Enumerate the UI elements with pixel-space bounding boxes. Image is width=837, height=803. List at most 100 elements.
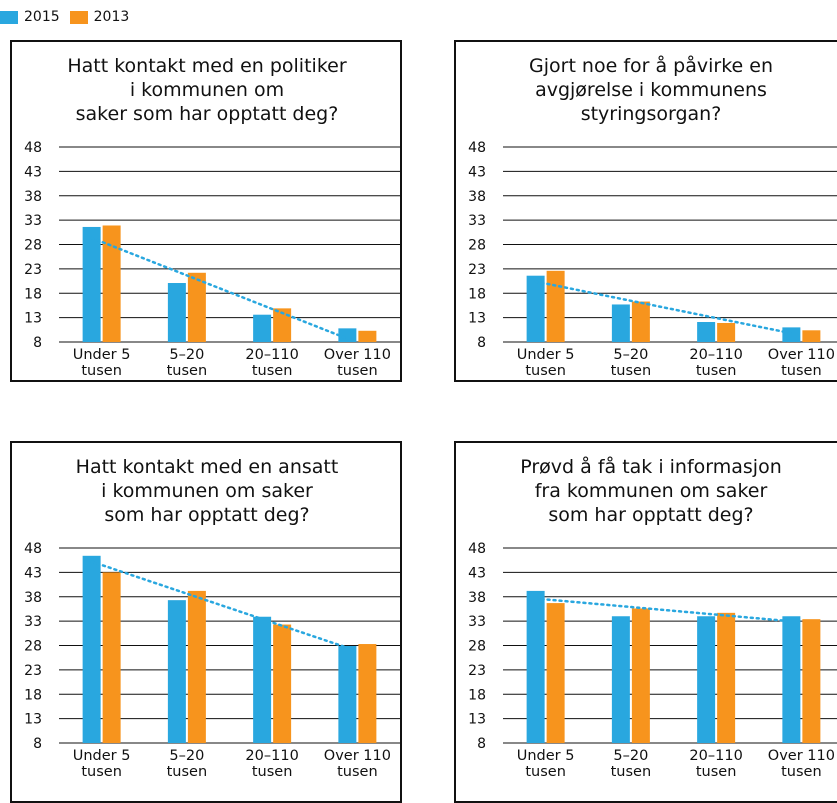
bar-2015 <box>526 275 545 342</box>
bar-2015 <box>697 616 716 743</box>
x-category-label: 20–110 <box>245 748 298 764</box>
chart-title-line: Hatt kontakt med en ansatt <box>76 456 339 478</box>
x-category-label: 5–20 <box>169 347 204 363</box>
y-tick-label: 18 <box>24 286 42 302</box>
y-tick-label: 28 <box>24 639 42 655</box>
legend-label-2013: 2013 <box>93 9 130 25</box>
x-category-label: tusen <box>81 764 122 780</box>
y-tick-label: 18 <box>24 687 42 703</box>
x-category-label: tusen <box>337 363 378 379</box>
y-tick-label: 43 <box>468 164 486 180</box>
x-category-label: tusen <box>525 363 566 379</box>
x-category-label: Over 110 <box>768 347 835 363</box>
y-tick-label: 43 <box>24 164 42 180</box>
legend-item-2013: 2013 <box>69 9 130 25</box>
y-tick-label: 18 <box>468 286 486 302</box>
x-category-label: tusen <box>525 764 566 780</box>
bar-2015 <box>82 555 101 743</box>
bar-2013 <box>802 330 821 342</box>
x-category-label: tusen <box>167 764 208 780</box>
y-tick-label: 38 <box>24 590 42 606</box>
chart-title-line: som har opptatt deg? <box>104 504 309 526</box>
y-tick-label: 33 <box>24 614 42 630</box>
bar-2015 <box>526 590 545 743</box>
legend: 2015 2013 <box>0 8 139 26</box>
bar-2015 <box>253 314 272 342</box>
legend-item-2015: 2015 <box>0 9 60 25</box>
y-tick-label: 33 <box>468 614 486 630</box>
bar-2015 <box>611 304 630 342</box>
chart-title-line: Gjort noe for å påvirke en <box>529 54 773 77</box>
x-category-label: Under 5 <box>517 347 575 363</box>
bar-2013 <box>802 619 821 743</box>
y-tick-label: 33 <box>468 213 486 229</box>
bar-2015 <box>697 322 716 342</box>
bar-2013 <box>358 330 377 342</box>
bar-2015 <box>611 616 630 743</box>
x-category-label: Under 5 <box>73 347 131 363</box>
bar-2015 <box>338 328 357 342</box>
chart-title-line: i kommunen om <box>130 79 284 101</box>
x-category-label: tusen <box>611 363 652 379</box>
bar-2013 <box>546 603 565 743</box>
x-category-label: tusen <box>337 764 378 780</box>
x-category-label: tusen <box>167 363 208 379</box>
y-tick-label: 28 <box>24 238 42 254</box>
y-tick-label: 48 <box>468 541 486 557</box>
x-category-label: tusen <box>252 363 293 379</box>
y-tick-label: 48 <box>468 140 486 156</box>
x-category-label: tusen <box>781 764 822 780</box>
x-category-label: 5–20 <box>613 748 648 764</box>
bar-2013 <box>546 270 565 342</box>
x-category-label: tusen <box>696 363 737 379</box>
chart-title-line: Prøvd å få tak i informasjon <box>520 455 782 478</box>
bar-2013 <box>631 608 650 743</box>
x-category-label: Over 110 <box>768 748 835 764</box>
y-tick-label: 23 <box>468 663 486 679</box>
legend-swatch-2013 <box>69 10 88 24</box>
y-tick-label: 13 <box>468 712 486 728</box>
y-tick-label: 13 <box>24 712 42 728</box>
y-tick-label: 43 <box>24 565 42 581</box>
bar-2015 <box>253 616 272 743</box>
bar-2013 <box>273 624 292 743</box>
trendline <box>90 236 349 340</box>
x-category-label: 20–110 <box>245 347 298 363</box>
chart-title-line: Hatt kontakt med en politiker <box>67 55 347 77</box>
trendline <box>90 560 349 649</box>
y-tick-label: 23 <box>24 262 42 278</box>
y-tick-label: 38 <box>468 189 486 205</box>
y-tick-label: 13 <box>468 311 486 327</box>
y-tick-label: 8 <box>477 736 486 752</box>
x-category-label: tusen <box>252 764 293 780</box>
bar-2013 <box>358 644 377 743</box>
bar-2013 <box>102 225 121 342</box>
bar-2013 <box>273 308 292 342</box>
trendline <box>534 597 793 623</box>
y-tick-label: 33 <box>24 213 42 229</box>
y-tick-label: 38 <box>24 189 42 205</box>
y-tick-label: 23 <box>24 663 42 679</box>
chart-panel-information-request: Prøvd å få tak i informasjon fra kommunen… <box>454 441 837 803</box>
x-category-label: Under 5 <box>73 748 131 764</box>
legend-swatch-2015 <box>0 10 18 24</box>
x-category-label: 20–110 <box>689 748 742 764</box>
legend-label-2015: 2015 <box>24 9 60 25</box>
y-tick-label: 38 <box>468 590 486 606</box>
x-category-label: tusen <box>781 363 822 379</box>
bar-2015 <box>338 645 357 743</box>
chart-title-line: i kommunen om saker <box>101 480 313 502</box>
bar-2013 <box>631 301 650 342</box>
chart-panel-influence-decision: Gjort noe for å påvirke en avgjørelse i k… <box>454 40 837 382</box>
bar-2013 <box>717 322 736 342</box>
bar-2013 <box>187 272 206 342</box>
y-tick-label: 23 <box>468 262 486 278</box>
bar-2015 <box>82 226 101 342</box>
x-category-label: 5–20 <box>613 347 648 363</box>
chart-title-line: avgjørelse i kommunens <box>535 79 767 101</box>
y-tick-label: 13 <box>24 311 42 327</box>
